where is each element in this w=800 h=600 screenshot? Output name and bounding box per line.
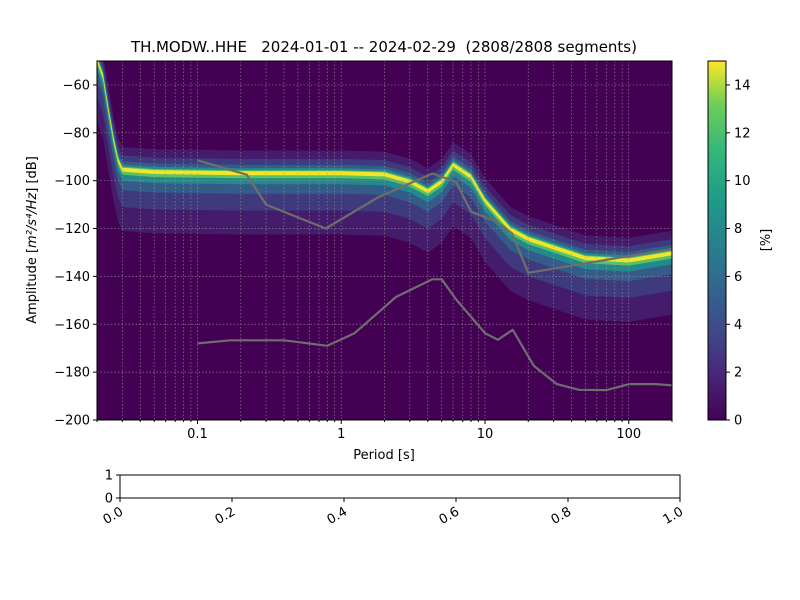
y-tick-label: −120 (54, 222, 90, 237)
y-tick-label: −60 (63, 78, 90, 93)
x-axis: 0.1 1 10 100 (96, 420, 673, 442)
colorbar-tick-label: 8 (734, 222, 742, 237)
colorbar-tick-label: 4 (734, 318, 742, 333)
y-tick-label: −160 (54, 318, 90, 333)
secondary-x-tick-label: 0.0 (101, 504, 126, 527)
secondary-x-tick-label: 0.8 (549, 504, 574, 527)
colorbar-tick-label: 6 (734, 270, 742, 285)
colorbar-tick-label: 14 (734, 78, 751, 93)
secondary-x-tick-label: 0.2 (213, 504, 238, 527)
secondary-y-tick-label: 0 (105, 492, 113, 507)
y-tick-label: −180 (54, 366, 90, 381)
colorbar-label: [%] (759, 229, 774, 252)
y-tick-label: −100 (54, 174, 90, 189)
high-noise-model-line (197, 159, 672, 274)
y-tick-label: −140 (54, 270, 90, 285)
secondary-x-tick-label: 1.0 (661, 504, 686, 527)
y-axis-label-end: ] [dB] (25, 156, 40, 193)
x-tick-label: 0.1 (187, 427, 208, 442)
y-axis-label-unit: m²/s⁴/Hz (25, 192, 40, 248)
colorbar-tick-label: 10 (734, 174, 751, 189)
grid-lines (97, 61, 672, 420)
colorbar (707, 60, 727, 421)
y-axis-label-start: Amplitude [ (25, 248, 40, 324)
x-axis-label: Period [s] (353, 448, 415, 463)
x-tick-label: 100 (616, 427, 641, 442)
secondary-y-tick-label: 1 (105, 469, 113, 484)
x-tick-label: 1 (337, 427, 345, 442)
colorbar-tick-label: 12 (734, 126, 751, 141)
x-tick-label: 10 (477, 427, 494, 442)
colorbar-ticks: 0 2 4 6 8 10 12 14 (726, 78, 751, 429)
y-axis: −200 −180 −160 −140 −120 −100 −80 −60 (54, 78, 97, 429)
secondary-x-tick-label: 0.6 (437, 504, 462, 527)
noise-model-lines (197, 159, 672, 392)
chart-title: TH.MODW..HHE 2024-01-01 -- 2024-02-29 (2… (130, 38, 637, 56)
secondary-x-tick-label: 0.4 (325, 504, 350, 527)
colorbar-tick-label: 0 (734, 414, 742, 429)
y-tick-label: −80 (63, 126, 90, 141)
colorbar-tick-label: 2 (734, 366, 742, 381)
secondary-axes-frame (119, 474, 681, 499)
y-tick-label: −200 (54, 414, 90, 429)
y-axis-label: Amplitude [m²/s⁴/Hz] [dB] (25, 156, 40, 324)
low-noise-model-line (197, 278, 672, 392)
secondary-axes-ticks: 0.0 0.2 0.4 0.6 0.8 1.0 0 1 (101, 469, 686, 528)
